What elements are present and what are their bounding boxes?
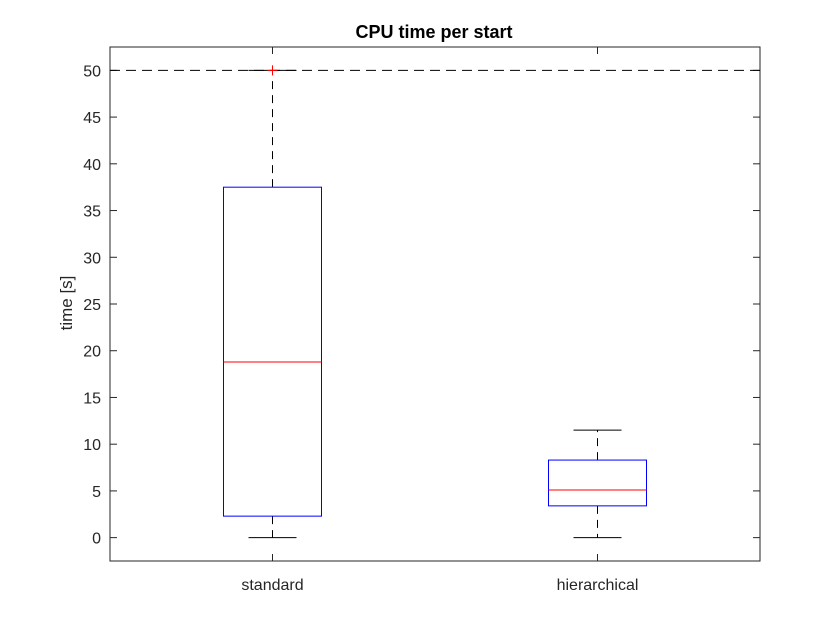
box-standard [223,186,322,517]
plot-area: 0 5 10 15 20 25 30 35 40 45 50 standard hierarchical [83,46,761,594]
y-tick-label: 10 [83,437,101,454]
y-tick-label: 45 [83,110,101,127]
y-tick-label: 20 [83,344,101,361]
x-tick-label: standard [241,577,303,594]
y-tick-label: 35 [83,204,101,221]
y-tick-label: 50 [83,63,101,80]
y-tick-label: 40 [83,157,101,174]
y-tick-label: 30 [83,250,101,267]
y-tick-label: 5 [92,484,101,501]
y-tick-label: 25 [83,297,101,314]
y-axis-label: time [s] [57,276,76,331]
y-tick-label: 15 [83,390,101,407]
chart-title: CPU time per start [355,22,512,42]
box-hierarchical [548,459,647,507]
y-tick-label: 0 [92,531,101,548]
axes-frame [109,46,761,562]
x-tick-label: hierarchical [557,577,639,594]
